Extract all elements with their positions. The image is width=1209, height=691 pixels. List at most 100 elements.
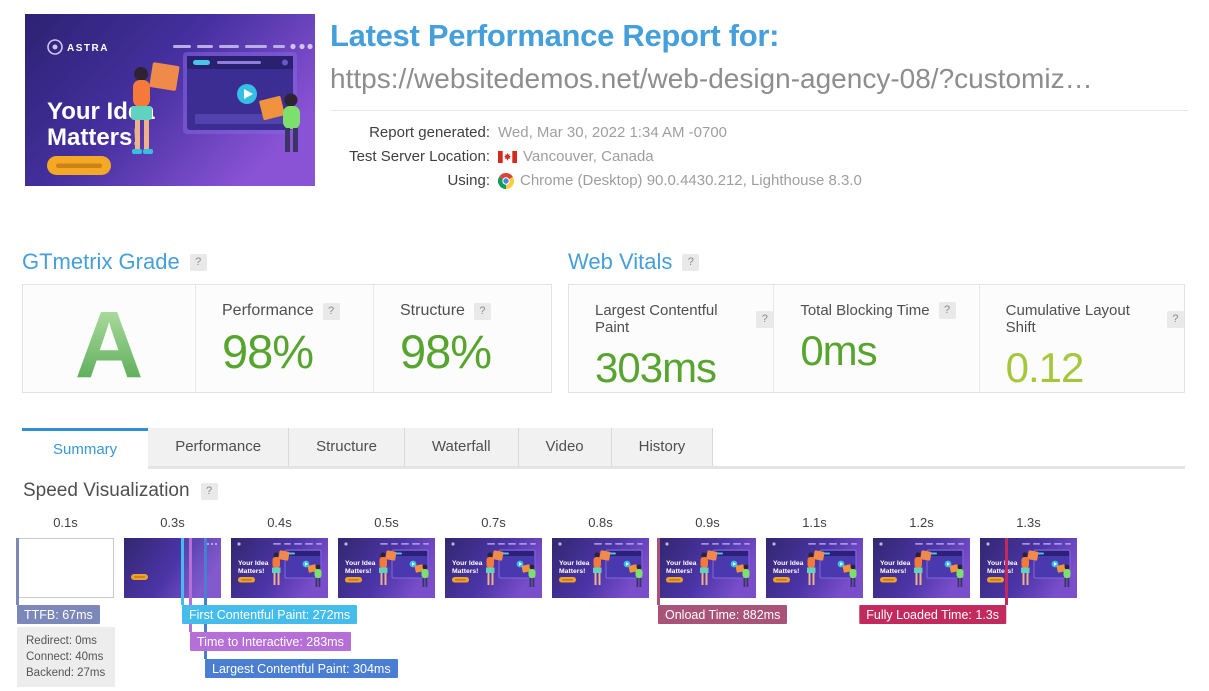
marker-onload-label: Onload Time: 882ms — [658, 605, 788, 624]
ttfb-backend: Backend: 27ms — [26, 667, 106, 679]
filmstrip-frame: Your Idea Matters! — [873, 538, 970, 598]
svg-text:Your Idea: Your Idea — [880, 560, 911, 567]
svg-text:Matters!: Matters! — [773, 568, 799, 575]
speed-viz-heading-text: Speed Visualization — [23, 480, 190, 501]
filmstrip-column: 0.9s Your Idea Matters! — [659, 515, 766, 598]
thumbnail-cta-button — [47, 156, 111, 175]
filmstrip-column: 0.3s — [124, 515, 231, 598]
meta-label: Report generated: — [369, 124, 490, 141]
site-thumbnail-image: ASTRA Your Idea Matters! — [25, 14, 315, 186]
performance-score: 98% — [222, 325, 314, 378]
tab-waterfall[interactable]: Waterfall — [404, 428, 519, 466]
meta-value-text: Vancouver, Canada — [523, 148, 654, 165]
metric-label-text: Performance — [222, 302, 314, 319]
filmstrip-frame: Your Idea Matters! — [659, 538, 756, 598]
help-icon[interactable]: ? — [1166, 310, 1184, 328]
marker-lcp-line — [204, 538, 207, 659]
thumbnail-social-dots — [290, 43, 313, 50]
filmstrip-frame: Your Idea Matters! — [766, 538, 863, 598]
cls-value: 0.12 — [1005, 344, 1085, 391]
meta-value: Wed, Mar 30, 2022 1:34 AM -0700 — [498, 124, 728, 141]
filmstrip-column: 1.1s Your Idea Matters! — [766, 515, 873, 598]
performance-metric: Performance ? 98% — [196, 285, 373, 392]
marker-fcp-line — [181, 538, 184, 605]
metric-label-text: Total Blocking Time — [800, 302, 930, 319]
frame-time-label: 0.1s — [53, 515, 78, 530]
tbt-metric: Total Blocking Time ? 0ms — [773, 285, 978, 392]
filmstrip-column: 0.7s Your Idea Matters! — [445, 515, 552, 598]
frame-time-label: 0.4s — [267, 515, 292, 530]
speed-visualization-section: Speed Visualization ? Redirect: 0ms Conn… — [16, 480, 1197, 691]
help-icon[interactable]: ? — [200, 482, 218, 500]
meta-value: Vancouver, Canada — [498, 148, 654, 165]
meta-value-text: Chrome (Desktop) 90.0.4430.212, Lighthou… — [520, 172, 862, 189]
svg-text:A: A — [75, 292, 144, 387]
frame-time-label: 0.9s — [695, 515, 720, 530]
filmstrip-frame: Your Idea Matters! — [980, 538, 1077, 598]
filmstrip-column: 0.5s Your Idea Matters! — [338, 515, 445, 598]
svg-text:Matters!: Matters! — [559, 568, 585, 575]
metric-label: Structure ? — [400, 302, 551, 320]
ttfb-redirect: Redirect: 0ms — [26, 635, 97, 647]
frame-time-label: 1.3s — [1016, 515, 1041, 530]
canada-flag-icon — [498, 150, 517, 163]
filmstrip-column: 0.8s Your Idea Matters! — [552, 515, 659, 598]
help-icon[interactable]: ? — [682, 253, 700, 271]
svg-text:Your Idea: Your Idea — [559, 560, 590, 567]
svg-text:Matters!: Matters! — [452, 568, 478, 575]
thumbnail-browser-mockup — [183, 52, 297, 134]
structure-metric: Structure ? 98% — [373, 285, 551, 392]
marker-tti-label: Time to Interactive: 283ms — [190, 632, 351, 651]
filmstrip-column: 0.4s Your Idea Matters! — [231, 515, 338, 598]
metric-label-text: Structure — [400, 302, 465, 319]
metric-label: Largest Contentful Paint ? — [595, 302, 774, 336]
grade-box: A Performance ? 98% Structure ? 98% — [22, 284, 552, 393]
metric-label: Total Blocking Time ? — [800, 302, 978, 319]
frame-time-label: 0.8s — [588, 515, 613, 530]
web-vitals-section: Web Vitals ? Largest Contentful Paint ? … — [568, 249, 1185, 393]
filmstrip-frame: Your Idea Matters! — [231, 538, 328, 598]
report-url-link[interactable]: https://websitedemos.net/web-design-agen… — [330, 63, 1093, 94]
marker-fcp-label: First Contentful Paint: 272ms — [182, 605, 358, 624]
svg-text:Your Idea: Your Idea — [987, 560, 1018, 567]
thumbnail-brand-text: ASTRA — [67, 43, 109, 54]
tab-summary[interactable]: Summary — [22, 428, 149, 469]
tab-performance[interactable]: Performance — [148, 428, 290, 466]
help-icon[interactable]: ? — [189, 253, 207, 271]
lcp-metric: Largest Contentful Paint ? 303ms — [569, 285, 774, 392]
vitals-box: Largest Contentful Paint ? 303ms Total B… — [568, 284, 1185, 393]
help-icon[interactable]: ? — [938, 302, 956, 319]
ttfb-details-box: Redirect: 0ms Connect: 40ms Backend: 27m… — [17, 627, 116, 687]
tab-history[interactable]: History — [611, 428, 714, 466]
metric-label-text: Largest Contentful Paint — [595, 302, 718, 336]
marker-ttfb-label: TTFB: 67ms — [17, 605, 100, 624]
filmstrip-frame: Your Idea Matters! — [445, 538, 542, 598]
marker-onload-line — [657, 538, 660, 605]
filmstrip-timeline: Redirect: 0ms Connect: 40ms Backend: 27m… — [16, 515, 1197, 691]
svg-text:Your Idea: Your Idea — [345, 560, 376, 567]
meta-value: Chrome (Desktop) 90.0.4430.212, Lighthou… — [498, 172, 862, 189]
meta-row-generated: Report generated: Wed, Mar 30, 2022 1:34… — [330, 124, 1188, 141]
marker-fully-line — [1005, 538, 1008, 605]
svg-text:Matters!: Matters! — [987, 568, 1013, 575]
tab-structure[interactable]: Structure — [289, 428, 405, 466]
gtmetrix-grade-section: GTmetrix Grade ? A Performance ? 98% Str… — [22, 249, 552, 393]
svg-text:Matters!: Matters! — [880, 568, 906, 575]
svg-text:Matters!: Matters! — [238, 568, 264, 575]
marker-tti-line — [189, 538, 192, 632]
meta-label: Test Server Location: — [349, 148, 490, 165]
meta-label: Using: — [447, 172, 490, 189]
grade-section-heading: GTmetrix Grade ? — [22, 249, 552, 275]
thumbnail-person-left — [131, 62, 180, 154]
help-icon[interactable]: ? — [473, 302, 491, 320]
thumbnail-heading-line2: Matters! — [47, 124, 140, 151]
report-header: Latest Performance Report for: https://w… — [330, 18, 1188, 196]
help-icon[interactable]: ? — [322, 302, 340, 320]
help-icon[interactable]: ? — [756, 310, 774, 328]
filmstrip-frame — [17, 538, 114, 598]
tab-video[interactable]: Video — [518, 428, 612, 466]
svg-text:Your Idea: Your Idea — [773, 560, 804, 567]
filmstrip-column: 0.1s — [17, 515, 124, 598]
frame-time-label: 0.7s — [481, 515, 506, 530]
